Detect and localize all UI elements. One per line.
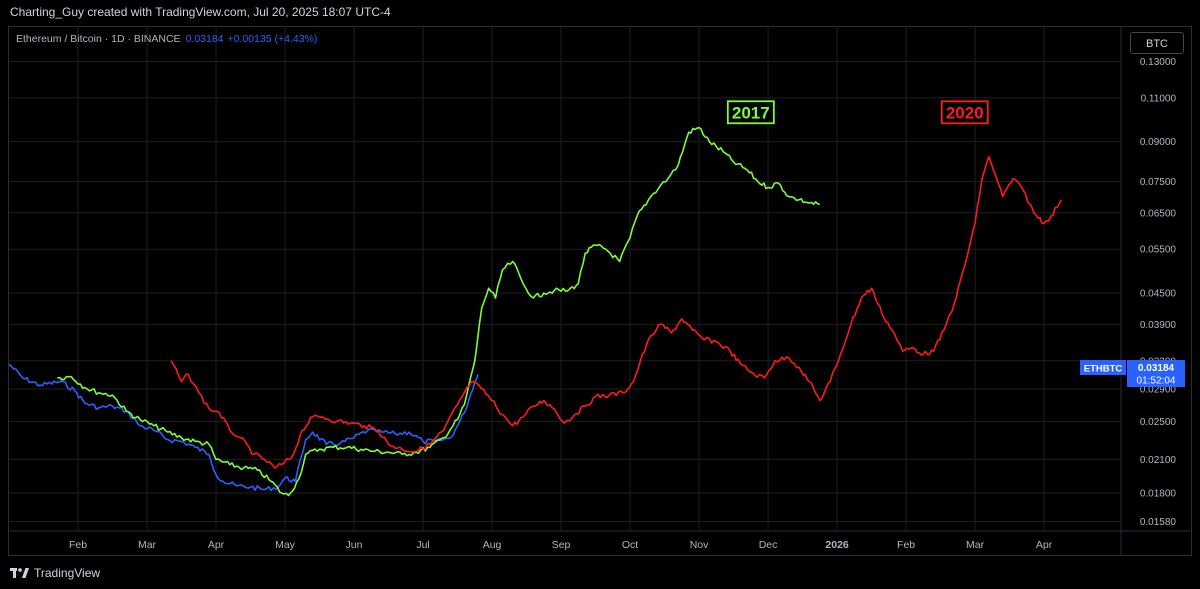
y-tick-label: 0.02500	[1140, 417, 1177, 428]
x-tick-label: Nov	[690, 539, 709, 551]
y-tick-label: 0.05500	[1140, 245, 1177, 256]
x-tick-label: May	[275, 539, 296, 551]
tradingview-logo-icon	[10, 568, 29, 578]
x-tick-label: Jun	[346, 539, 363, 551]
price-tag-value: 0.03184	[1138, 363, 1175, 374]
symbol-legend: Ethereum / Bitcoin · 1D · BINANCE 0.03184…	[16, 33, 317, 45]
y-tick-label: 0.02100	[1140, 455, 1177, 466]
x-tick-label: Dec	[759, 539, 778, 551]
y-tick-label: 0.01800	[1140, 489, 1177, 500]
y-tick-label: 0.02900	[1140, 384, 1177, 395]
annotation-box	[726, 100, 775, 125]
annotation-layer: 2017 2020	[726, 100, 989, 125]
x-tick-label: Apr	[208, 539, 225, 551]
x-tick-label: Mar	[138, 539, 157, 551]
series-layer	[8, 126, 1063, 497]
legend-change: +0.00135 (+4.43%)	[227, 33, 318, 45]
y-tick-label: 0.09000	[1140, 137, 1177, 148]
x-tick-label: 2026	[825, 539, 849, 551]
legend-symbol: Ethereum / Bitcoin · 1D · BINANCE	[16, 33, 181, 45]
x-tick-label: Oct	[622, 539, 638, 551]
y-tick-label: 0.04500	[1140, 289, 1177, 300]
chart-credit: Charting_Guy created with TradingView.co…	[10, 5, 391, 19]
axis-layer: 0.13000 0.11000 0.09000 0.07500 0.06500 0.055…	[9, 27, 1191, 555]
y-tick-label: 0.06500	[1140, 208, 1177, 219]
series-line-0	[8, 363, 479, 492]
legend-price: 0.03184	[185, 33, 224, 45]
x-tick-label: Mar	[966, 539, 985, 551]
x-tick-label: Apr	[1036, 539, 1053, 551]
top-bar: Charting_Guy created with TradingView.co…	[0, 0, 1200, 26]
grid	[9, 27, 1120, 530]
x-tick-label: Sep	[552, 539, 571, 551]
y-tick-label: 0.07500	[1140, 177, 1177, 188]
footer-bar	[0, 556, 1200, 589]
annotation-label: 2017	[732, 103, 770, 122]
x-tick-label: Feb	[897, 539, 915, 551]
last-price-tag: ETHBTC 0.03184 01:52:04	[1080, 360, 1185, 387]
tradingview-brand: TradingView	[10, 566, 100, 580]
annotation-box	[940, 100, 989, 125]
chart-frame	[8, 26, 1192, 556]
y-tick-label: 0.13000	[1140, 57, 1177, 68]
series-line-2	[170, 156, 1063, 469]
x-tick-label: Feb	[69, 539, 87, 551]
x-tick-label: Aug	[483, 539, 502, 551]
price-tag-symbol-box	[1080, 360, 1126, 375]
currency-button[interactable]: BTC	[1130, 32, 1184, 54]
y-tick-label: 0.03900	[1140, 320, 1177, 331]
price-tag-symbol: ETHBTC	[1084, 364, 1123, 375]
x-tick-label: Jul	[416, 539, 429, 551]
series-line-1	[57, 126, 821, 497]
brand-label: TradingView	[34, 566, 101, 580]
price-tag-countdown: 01:52:04	[1137, 376, 1176, 387]
y-tick-label: 0.01580	[1140, 517, 1177, 528]
price-tag-value-box	[1127, 360, 1185, 387]
y-tick-label: 0.11000	[1141, 93, 1177, 104]
annotation-label: 2020	[946, 103, 984, 122]
